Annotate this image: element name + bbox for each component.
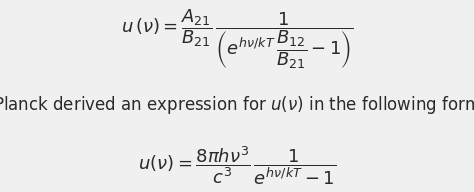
Text: $u(\nu) = \dfrac{8\pi h\nu^3}{c^3}\,\dfrac{1}{e^{h\nu/kT} - 1}$: $u(\nu) = \dfrac{8\pi h\nu^3}{c^3}\,\dfr… [138, 145, 336, 187]
Text: $u\,(\nu) = \dfrac{A_{21}}{B_{21}}\,\dfrac{1}{\left(e^{h\nu/kT}\,\dfrac{B_{12}}{: $u\,(\nu) = \dfrac{A_{21}}{B_{21}}\,\dfr… [120, 8, 354, 71]
Text: Planck derived an expression for $u(\nu)$ in the following form: Planck derived an expression for $u(\nu)… [0, 94, 474, 116]
